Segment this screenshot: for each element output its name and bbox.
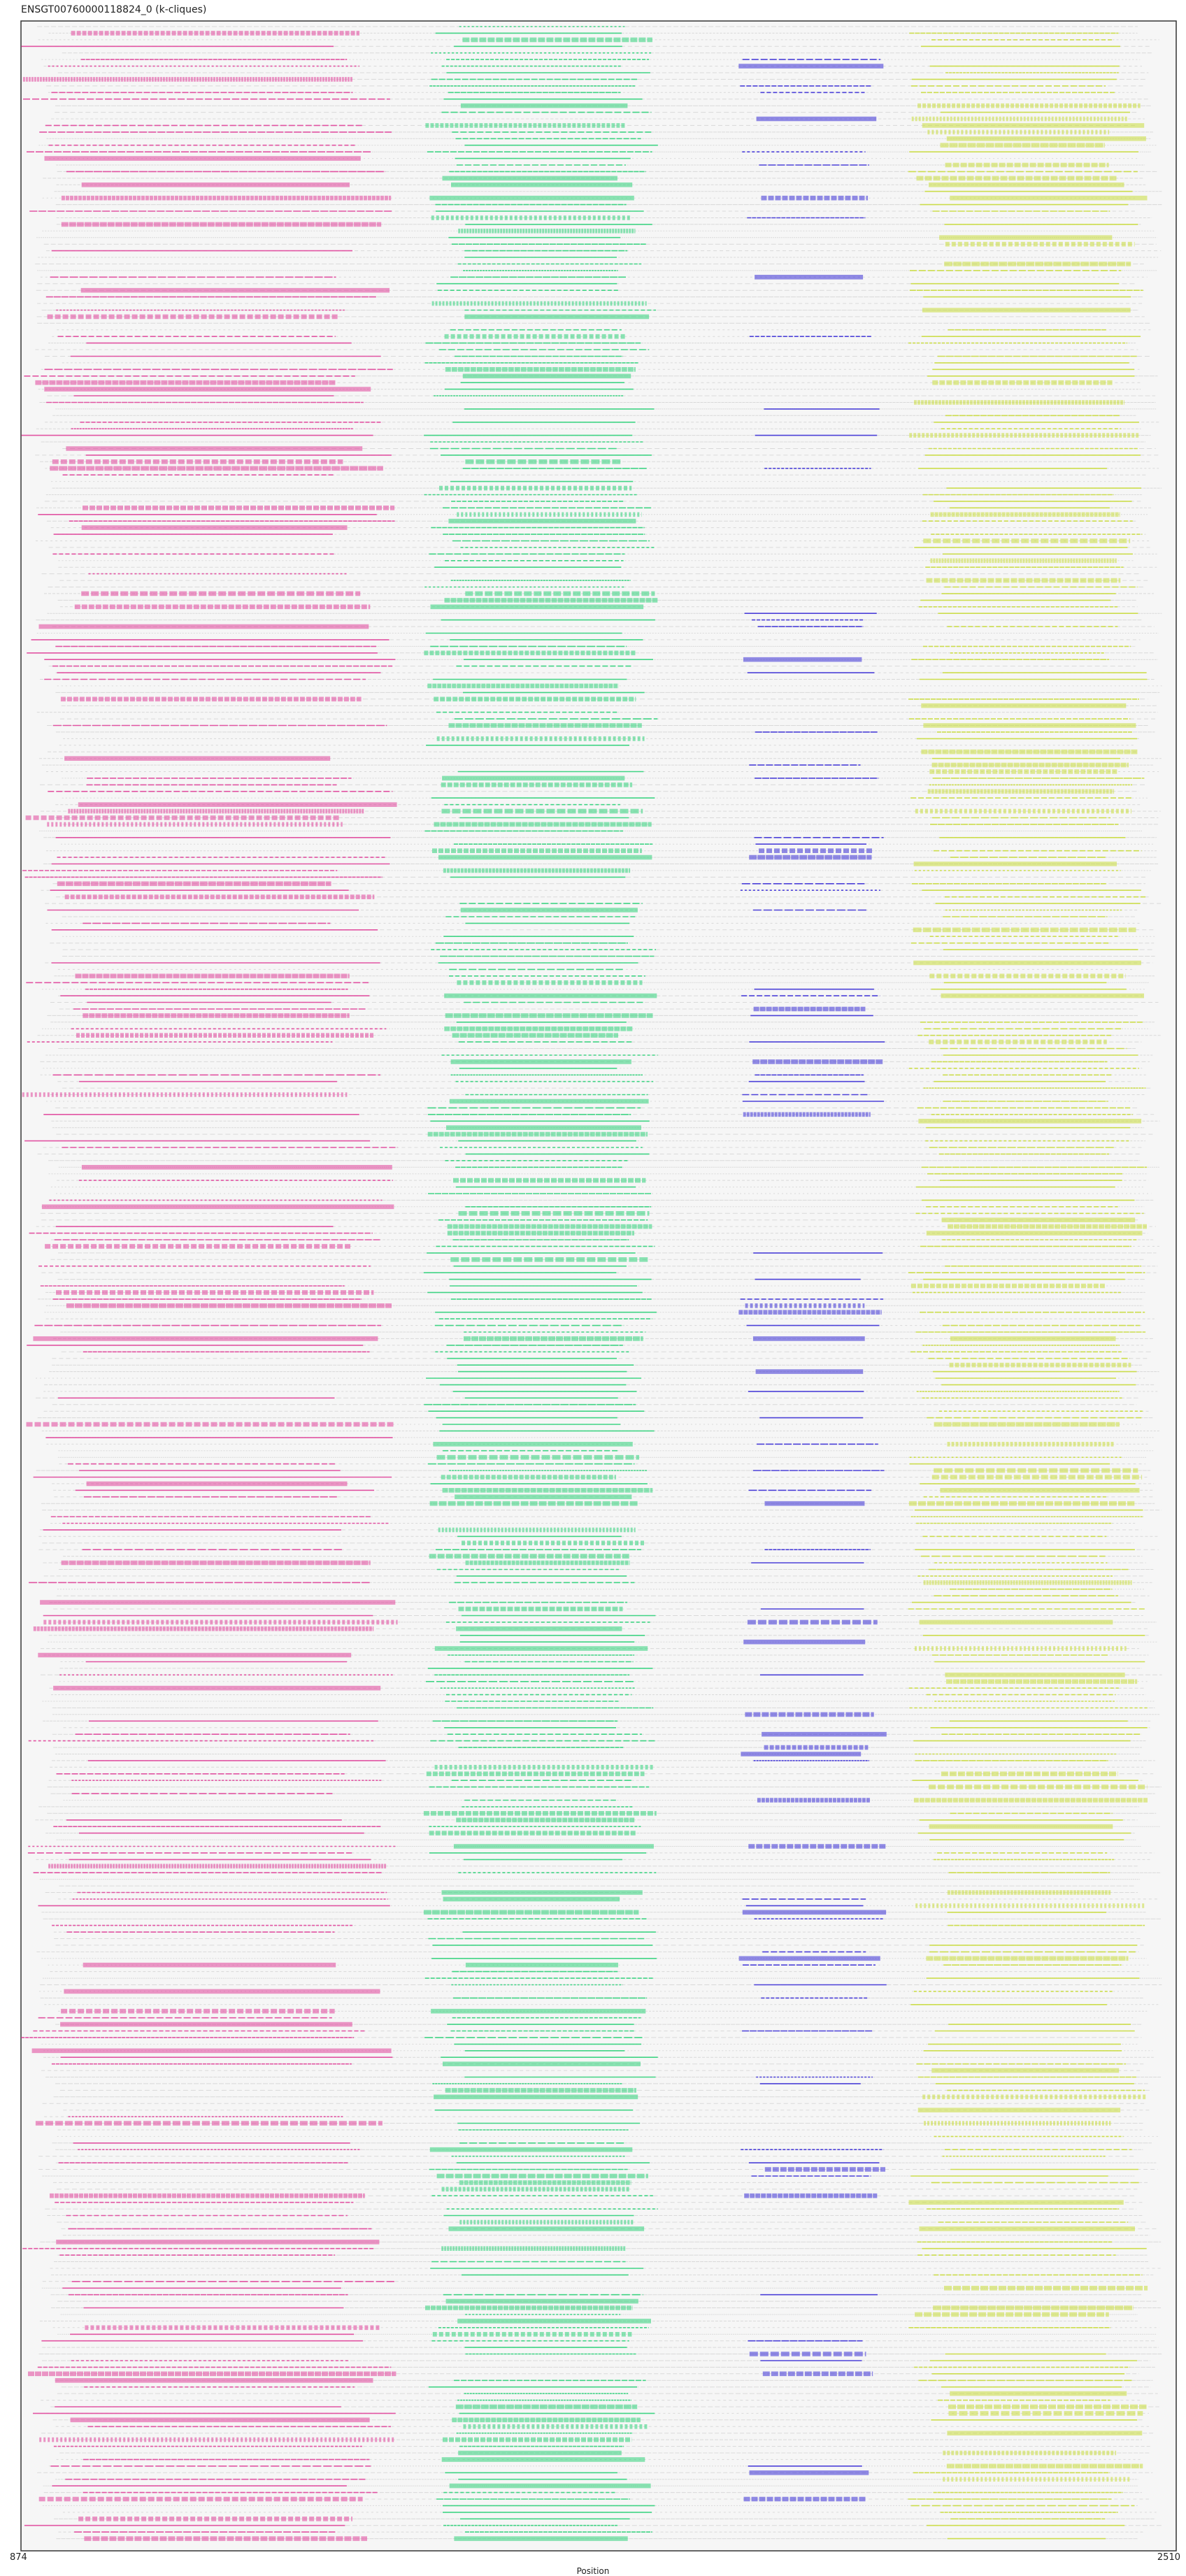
x-tick-min: 874 (10, 2552, 27, 2563)
alignment-rows (21, 26, 1162, 2541)
x-tick-max: 2510 (1157, 2552, 1180, 2563)
chart-title: ENSGT00760000118824_0 (k-cliques) (21, 4, 207, 15)
x-axis-label: Position (576, 2566, 610, 2576)
